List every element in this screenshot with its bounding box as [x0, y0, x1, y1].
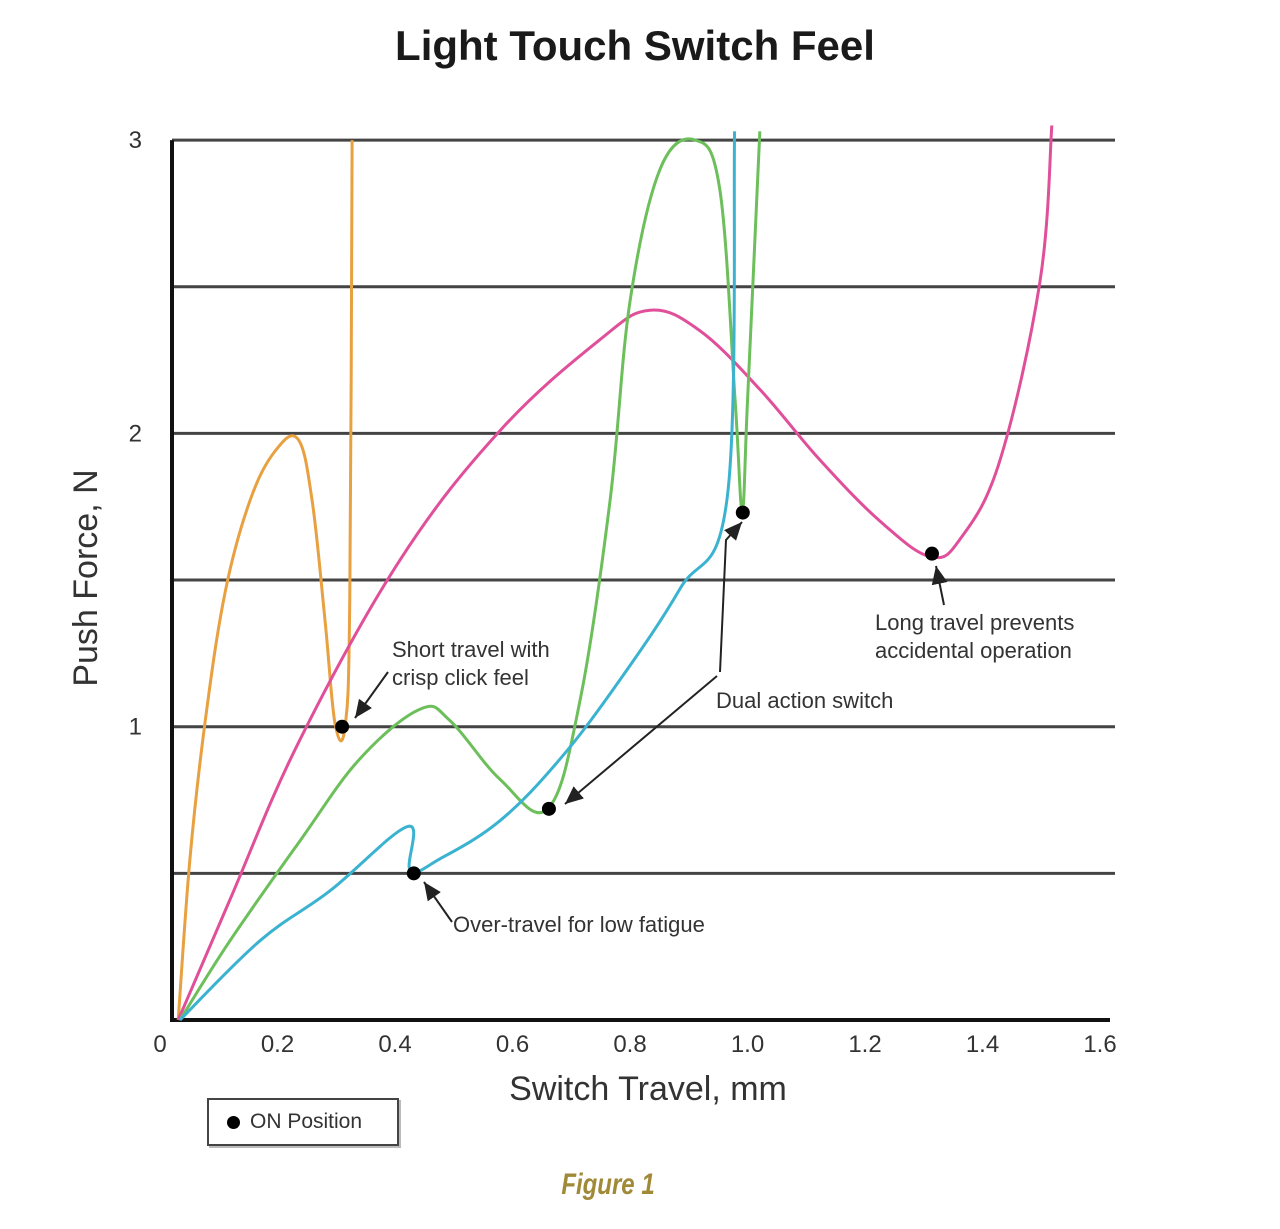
annotation-arrow	[931, 565, 948, 606]
on-position-point	[735, 505, 750, 520]
annotation-text: Dual action switch	[716, 688, 893, 713]
legend-label: ON Position	[250, 1110, 363, 1133]
annotation-arrow	[719, 521, 743, 673]
x-tick-label: 0.4	[378, 1031, 411, 1058]
annotation-text: Over-travel for low fatigue	[453, 912, 705, 937]
annotation-arrow	[423, 881, 453, 923]
x-axis-label: Switch Travel, mm	[509, 1070, 787, 1108]
annotation-text: Long travel prevents	[875, 610, 1074, 635]
annotation-text: accidental operation	[875, 638, 1072, 663]
series-group	[176, 125, 1054, 1022]
y-tick-label: 2	[129, 420, 142, 447]
annotation-arrow	[354, 671, 389, 719]
x-tick-label: 1.2	[848, 1031, 881, 1058]
x-tick-label: 0.6	[496, 1031, 529, 1058]
on-position-point	[924, 546, 939, 561]
chart-title: Light Touch Switch Feel	[395, 22, 875, 69]
on-position-point	[335, 719, 350, 734]
series-line-short-travel	[176, 140, 354, 1021]
x-tick-label: 1.6	[1083, 1031, 1116, 1058]
series-line-over-travel	[178, 131, 737, 1022]
legend: ON Position	[207, 1098, 399, 1146]
x-tick-label: 1.0	[731, 1031, 764, 1058]
y-axis-label: Push Force, N	[67, 469, 105, 686]
x-tick-label: 0.2	[261, 1031, 294, 1058]
annotation-text: Short travel with	[392, 637, 550, 662]
y-tick-label: 3	[129, 127, 142, 154]
y-tick-label: 1	[129, 714, 142, 741]
on-position-point	[541, 801, 556, 816]
on-position-marker-icon	[227, 1115, 240, 1129]
x-tick-label: 0.8	[613, 1031, 646, 1058]
annotation-arrow	[564, 675, 718, 805]
x-tick-label: 0	[153, 1031, 166, 1058]
figure-caption: Figure 1	[561, 1168, 655, 1201]
x-tick-label: 1.4	[966, 1031, 999, 1058]
series-line-long-travel	[176, 125, 1054, 1021]
on-position-point	[406, 866, 421, 881]
series-line-dual-action	[178, 131, 762, 1021]
annotation-text: crisp click feel	[392, 665, 529, 690]
